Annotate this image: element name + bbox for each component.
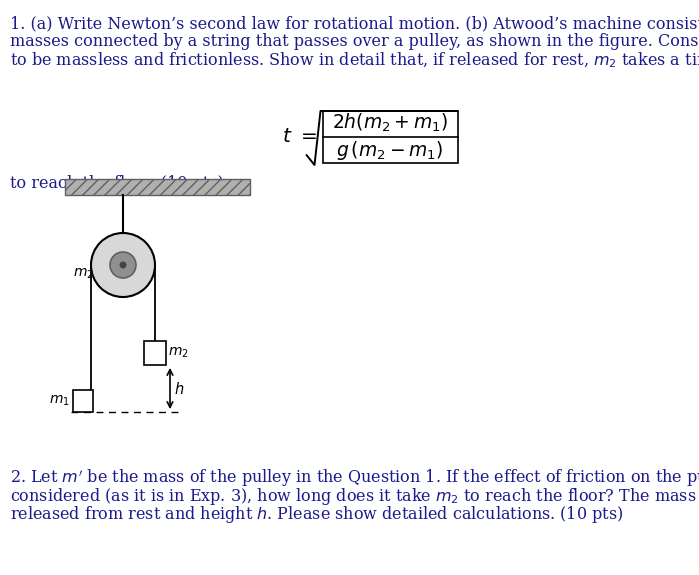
Text: to be massless and frictionless. Show in detail that, if released for rest, $m_2: to be massless and frictionless. Show in…: [10, 51, 699, 70]
Bar: [65, 179, 250, 195]
Circle shape: [120, 262, 127, 269]
Circle shape: [91, 233, 155, 297]
Text: $2h(m_2 + m_1)$: $2h(m_2 + m_1)$: [332, 112, 448, 134]
Bar: [144, 341, 166, 365]
Text: $g\,(m_2 - m_1)$: $g\,(m_2 - m_1)$: [336, 139, 444, 162]
Text: $t\ =$: $t\ =$: [282, 128, 317, 147]
Text: $m_2$: $m_2$: [168, 346, 189, 360]
Text: 2. Let $m'$ be the mass of the pulley in the Question 1. If the effect of fricti: 2. Let $m'$ be the mass of the pulley in…: [10, 468, 699, 489]
Text: released from rest and height $h$. Please show detailed calculations. (10 pts): released from rest and height $h$. Pleas…: [10, 504, 624, 525]
Text: 1. (a) Write Newton’s second law for rotational motion. (b) Atwood’s machine con: 1. (a) Write Newton’s second law for rot…: [10, 15, 699, 32]
Text: masses connected by a string that passes over a pulley, as shown in the figure. : masses connected by a string that passes…: [10, 33, 699, 50]
Text: to reach the floor. (10 pts): to reach the floor. (10 pts): [10, 175, 224, 192]
Bar: [73, 390, 93, 412]
Text: $h$: $h$: [174, 381, 185, 397]
Circle shape: [110, 252, 136, 278]
Text: $m_2 > m_1$: $m_2 > m_1$: [73, 265, 131, 281]
Text: $m_1$: $m_1$: [49, 394, 70, 408]
Bar: [322, 111, 458, 163]
Text: considered (as it is in Exp. 3), how long does it take $m_2$ to reach the floor?: considered (as it is in Exp. 3), how lon…: [10, 486, 699, 507]
